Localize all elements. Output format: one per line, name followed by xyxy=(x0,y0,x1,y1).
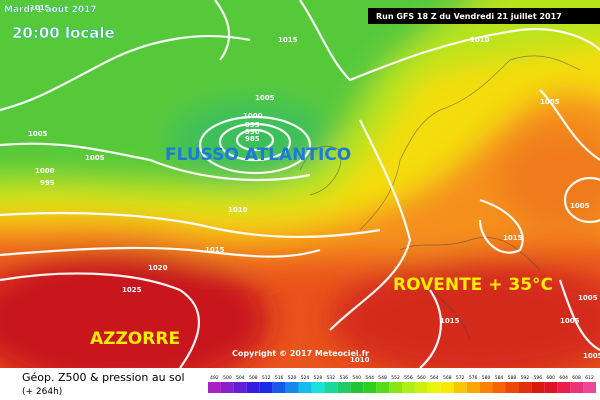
isobar-label: 1015 xyxy=(30,4,50,12)
scale-label: 584 xyxy=(495,375,504,381)
scale-swatch xyxy=(363,382,377,393)
scale-swatch xyxy=(402,382,415,393)
scale-label: 560 xyxy=(417,375,426,381)
scale-swatch xyxy=(389,382,402,393)
annotation: AZZORRE xyxy=(90,329,180,349)
isobar-label: 1025 xyxy=(122,286,142,294)
isobar-label: 990 xyxy=(245,128,260,136)
scale-label: 536 xyxy=(340,375,349,381)
scale-swatch xyxy=(311,382,325,393)
run-info: Run GFS 18 Z du Vendredi 21 juillet 2017 xyxy=(376,12,562,21)
scale-swatch xyxy=(440,382,454,393)
isobar-label: 1005 xyxy=(578,294,598,302)
run-box xyxy=(368,8,600,24)
isobar-label: 1005 xyxy=(583,352,600,360)
map-field xyxy=(0,0,600,368)
scale-label: 500 xyxy=(223,375,232,381)
valid-date: Mardi 1 août 2017 xyxy=(4,5,97,15)
isobar-label: 1010 xyxy=(350,356,370,364)
scale-label: 548 xyxy=(378,375,387,381)
scale-swatch xyxy=(414,382,428,393)
scale-swatch xyxy=(557,382,571,393)
scale-label: 540 xyxy=(352,375,361,381)
isobar-label: 1005 xyxy=(85,154,105,162)
scale-label: 604 xyxy=(559,375,568,381)
scale-swatch xyxy=(583,382,596,393)
scale-label: 576 xyxy=(469,375,478,381)
scale-label: 508 xyxy=(249,375,258,381)
scale-label: 504 xyxy=(236,375,245,381)
isobar-label: 1005 xyxy=(560,317,580,325)
scale-label: 532 xyxy=(327,375,336,381)
scale-label: 596 xyxy=(534,375,543,381)
scale-swatch xyxy=(259,382,273,393)
local-time: 20:00 locale xyxy=(12,24,115,42)
scale-label: 572 xyxy=(456,375,465,381)
scale-swatch xyxy=(531,382,545,393)
isobar-labels: 1015 1015 1010 1005 1000 995 990 985 100… xyxy=(28,4,600,364)
scale-swatch xyxy=(376,382,390,393)
scale-label: 512 xyxy=(262,375,271,381)
color-scale: 492 500 504 508 512 516 520 524 528 532 536 540 544 5… xyxy=(208,375,596,393)
isobar-label: 995 xyxy=(245,121,260,129)
scale-label: 556 xyxy=(404,375,413,381)
isobar-label: 1015 xyxy=(503,234,523,242)
scale-label: 520 xyxy=(288,375,297,381)
scale-label: 544 xyxy=(365,375,374,381)
scale-label: 608 xyxy=(572,375,581,381)
footer-lead: (+ 264h) xyxy=(22,387,62,397)
scale-swatch xyxy=(285,382,299,393)
scale-swatch xyxy=(220,382,234,393)
scale-label: 492 xyxy=(210,375,219,381)
scale-swatch xyxy=(544,382,558,393)
isobar-label: 1010 xyxy=(470,36,490,44)
scale-swatch xyxy=(233,382,247,393)
scale-label: 612 xyxy=(585,375,594,381)
scale-label: 592 xyxy=(521,375,530,381)
scale-label: 516 xyxy=(275,375,284,381)
scale-label: 564 xyxy=(430,375,439,381)
isobar-label: 1015 xyxy=(278,36,298,44)
scale-label: 552 xyxy=(391,375,400,381)
scale-swatch xyxy=(324,382,338,393)
scale-swatch xyxy=(505,382,519,393)
scale-swatch xyxy=(570,382,584,393)
isobar-label: 1000 xyxy=(35,167,55,175)
scale-swatch xyxy=(350,382,364,393)
isobar-label: 1005 xyxy=(570,202,590,210)
scale-swatch xyxy=(479,382,493,393)
scale-swatch xyxy=(337,382,351,393)
scale-swatch xyxy=(492,382,506,393)
scale-label: 568 xyxy=(443,375,452,381)
isobar-label: 1015 xyxy=(205,246,225,254)
copyright: Copyright © 2017 Meteociel.fr xyxy=(232,349,369,358)
annotation: ROVENTE + 35°C xyxy=(393,275,553,295)
isobar-label: 985 xyxy=(245,135,260,143)
isobar-label: 1005 xyxy=(540,98,560,106)
scale-label: 580 xyxy=(482,375,491,381)
scale-label: 524 xyxy=(301,375,310,381)
scale-swatch xyxy=(427,382,441,393)
isobar-label: 1020 xyxy=(148,264,168,272)
scale-label: 600 xyxy=(546,375,555,381)
footer-title: Géop. Z500 & pression au sol xyxy=(22,371,185,384)
isobar-label: 1005 xyxy=(28,130,48,138)
isobar-label: 1015 xyxy=(440,317,460,325)
scale-swatch xyxy=(208,382,221,393)
isobar-label: 1005 xyxy=(255,94,275,102)
isobar-label: 1000 xyxy=(243,112,263,120)
annotation: FLUSSO ATLANTICO xyxy=(165,145,351,165)
scale-swatch xyxy=(272,382,286,393)
scale-swatch xyxy=(466,382,480,393)
isobar-label: 995 xyxy=(40,179,55,187)
scale-swatch xyxy=(453,382,467,393)
scale-swatch xyxy=(246,382,260,393)
scale-label: 528 xyxy=(314,375,323,381)
scale-swatch xyxy=(518,382,532,393)
scale-swatch xyxy=(298,382,312,393)
isobar-label: 1010 xyxy=(228,206,248,214)
scale-label: 588 xyxy=(508,375,517,381)
